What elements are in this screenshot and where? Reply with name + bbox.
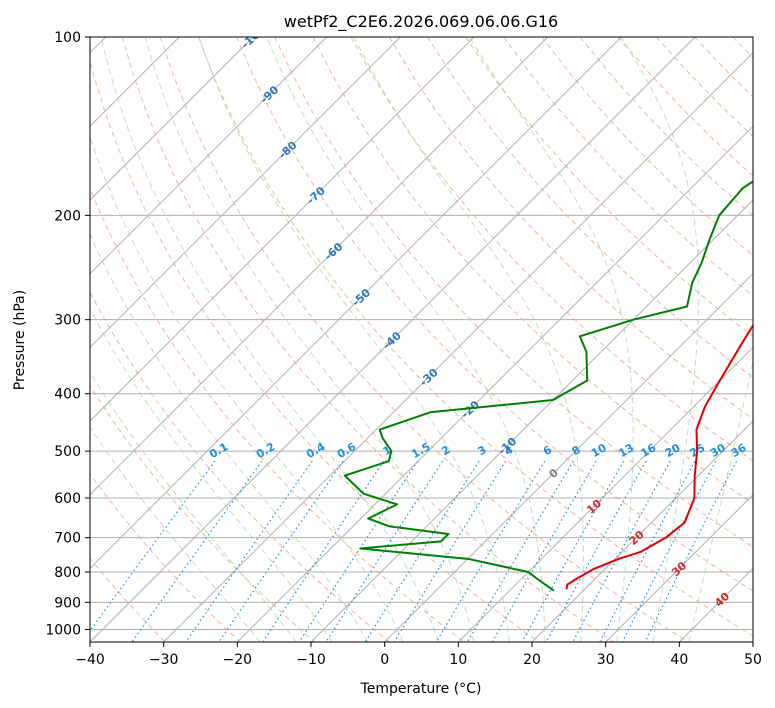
moist-adiabat	[266, 37, 546, 642]
x-tick-label: 0	[380, 652, 389, 668]
dry-adiabat	[350, 37, 753, 462]
dry-adiabats	[90, 37, 753, 642]
mixing-ratio-lines	[90, 460, 738, 642]
mixing-ratio-line	[262, 460, 385, 642]
isotherms	[90, 37, 753, 642]
mixing-ratio-line	[644, 460, 738, 642]
dry-adiabat	[90, 58, 540, 642]
mixing-ratio-line	[325, 460, 444, 642]
y-tick-label: 1000	[45, 622, 81, 638]
dry-adiabat	[312, 37, 753, 505]
isotherm	[310, 199, 753, 642]
moist-adiabat	[144, 37, 475, 642]
moist-adiabats	[90, 37, 753, 642]
moist-adiabat	[90, 426, 261, 642]
y-tick-label: 400	[54, 387, 81, 403]
dry-adiabat	[121, 37, 614, 642]
dry-adiabat	[503, 37, 753, 297]
isotherm	[90, 37, 328, 275]
mixing-ratio-line	[435, 460, 546, 642]
mixing-ratio-line	[393, 460, 507, 642]
y-tick-label: 900	[54, 595, 81, 611]
plot-area: 0.1 0.2 0.4 0.6 1 1.5 2 3 4 6 8 10 13 16 20 25 30 36-100-…	[90, 37, 753, 642]
moist-adiabat	[353, 37, 584, 642]
plot-frame	[89, 36, 754, 643]
dry-adiabat	[236, 37, 753, 592]
moist-adiabat	[90, 370, 297, 642]
moist-adiabat	[198, 37, 510, 642]
mixing-ratio-line	[621, 460, 717, 642]
y-tick-label: 800	[54, 565, 81, 581]
y-tick-label: 500	[54, 444, 81, 460]
y-tick-label: 200	[54, 208, 81, 224]
isotherm	[236, 125, 753, 642]
dry-adiabat	[90, 472, 241, 642]
isotherm	[605, 493, 753, 642]
moist-adiabat	[620, 37, 700, 642]
x-tick-label: 20	[523, 652, 541, 668]
mixing-ratio-line	[491, 460, 597, 642]
plot-background	[90, 37, 753, 642]
y-tick-label: 600	[54, 491, 81, 507]
y-tick-label: 300	[54, 313, 81, 329]
isotherm	[457, 346, 753, 642]
x-axis: −40 −30 −20 −10 0 10 20 30 40 50	[75, 642, 762, 668]
mixing-ratio-line	[545, 460, 647, 642]
x-tick-label: −20	[223, 652, 253, 668]
moist-adiabat	[90, 308, 333, 642]
dry-adiabat	[274, 37, 753, 548]
mixing-ratio-line	[599, 460, 696, 642]
y-axis: 100 200 300 400 500 600 700 800 900 1000	[45, 30, 90, 638]
x-tick-label: 40	[670, 652, 688, 668]
x-tick-label: −10	[296, 652, 326, 668]
isotherm	[384, 272, 753, 642]
x-tick-label: 10	[449, 652, 467, 668]
temperature-profile-line	[565, 323, 753, 590]
profiles	[343, 180, 753, 592]
dry-adiabat	[90, 291, 390, 642]
moist-adiabat	[90, 135, 404, 642]
isotherm	[90, 37, 696, 642]
isotherm	[90, 37, 475, 422]
chart-title: wetPf2_C2E6.2026.069.06.06.G16	[284, 12, 558, 32]
isotherm	[90, 37, 401, 349]
x-tick-label: −30	[149, 652, 179, 668]
moist-adiabat	[100, 37, 439, 642]
x-tick-label: 50	[744, 652, 762, 668]
isotherm	[90, 37, 254, 201]
moist-adiabat	[469, 37, 634, 642]
mixing-ratio-line	[131, 460, 263, 642]
moist-adiabat	[90, 233, 369, 642]
isotherm	[531, 420, 753, 642]
y-tick-label: 700	[54, 531, 81, 547]
x-tick-label: −40	[75, 652, 105, 668]
y-axis-label: Pressure (hPa)	[12, 290, 28, 390]
moist-adiabat	[688, 358, 753, 642]
y-tick-label: 100	[54, 30, 81, 46]
isotherm	[90, 37, 622, 570]
dry-adiabat	[198, 37, 753, 637]
mixing-ratio-line	[90, 460, 216, 632]
mixing-ratio-line	[521, 460, 625, 642]
isotherm	[163, 51, 753, 642]
dry-adiabat	[90, 186, 465, 642]
dry-adiabat	[90, 557, 166, 642]
mixing-ratio-line	[572, 460, 671, 642]
x-axis-label: Temperature (°C)	[360, 681, 482, 697]
isotherm	[90, 37, 549, 496]
mixing-ratio-line	[298, 460, 419, 642]
dry-adiabat	[90, 384, 316, 642]
x-tick-label: 30	[597, 652, 615, 668]
dewpoint-profile-line	[343, 180, 753, 592]
